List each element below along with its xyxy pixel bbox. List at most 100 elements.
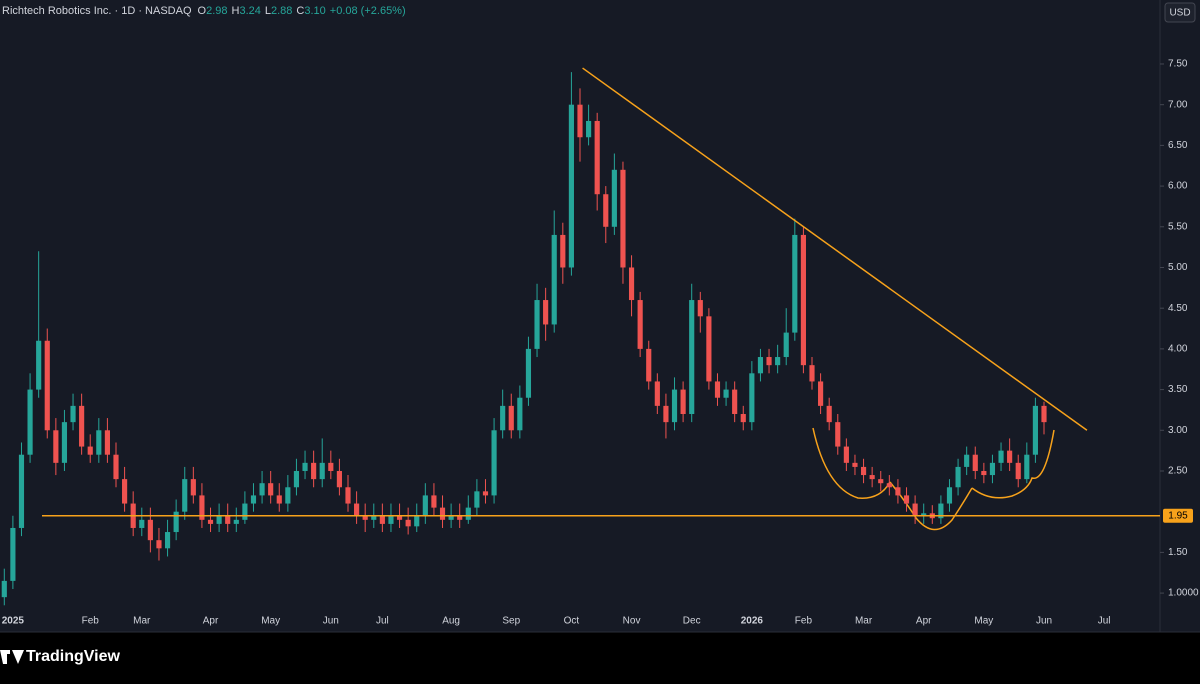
candle-body [921,513,927,516]
candle-body [190,479,196,496]
ohlc-value: L [265,5,271,17]
y-tick-label: 6.00 [1168,181,1188,192]
candle-body [173,511,179,533]
candle-body [465,507,471,520]
candle-body [543,300,549,325]
y-tick-label: 7.50 [1168,59,1188,70]
x-tick-label: Jul [1098,616,1111,627]
candle-body [53,430,59,463]
candle-body [1032,405,1038,455]
candle-body [594,120,600,195]
candle-body [972,454,978,471]
candle-body [414,515,420,527]
ohlc-value: O [198,5,207,17]
candle-body [860,466,867,476]
brand-logo: TradingView [0,648,121,665]
candle-body [1041,405,1047,423]
candle-body [225,515,231,524]
ohlc-value: +0.08 (+2.65%) [330,5,406,17]
candle-body [560,234,566,268]
candle-body [878,479,884,484]
y-tick-label: 1.0000 [1168,588,1199,599]
x-tick-label: Jun [323,616,339,627]
candle-body [491,430,497,496]
candle-body [139,519,145,528]
candle-body [663,405,669,423]
candle-body [319,462,325,480]
candle-body [551,234,557,325]
candle-body [18,454,25,528]
candle-body [792,234,798,333]
x-tick-label: Feb [795,616,813,627]
x-tick-label: 2025 [2,616,25,627]
candle-body [671,389,678,423]
candle-body [362,515,368,520]
trendline [582,67,1088,431]
y-tick-label: 6.50 [1168,140,1188,151]
candle-body [998,450,1004,463]
candle-body [302,462,308,471]
candle-body [242,503,248,520]
candle-body [938,503,944,519]
candle-body [156,540,162,549]
candle-body [1,580,7,598]
x-tick-label: Apr [916,616,932,627]
x-tick-label: Jul [376,616,389,627]
candle-body [775,357,781,366]
currency[interactable]: USD [1169,8,1190,19]
candle-body [422,495,428,516]
candle-body [646,348,652,382]
candle-body [482,491,489,496]
x-tick-label: Jun [1036,616,1052,627]
ohlc-value: 2.88 [271,5,292,17]
ohlc-value: 3.10 [304,5,325,17]
candle-body [147,519,153,541]
ohlc-value: C [296,5,304,17]
candle-body [199,495,205,520]
currency-button[interactable] [1164,2,1196,23]
candle-body [311,462,317,480]
candle-body [946,487,953,504]
candle-body [534,300,540,349]
candle-body [620,169,626,268]
candle-body [388,515,394,524]
candle-body [10,527,16,581]
candle-body [723,389,729,398]
candle-body [405,519,411,527]
candle-body [293,470,300,488]
y-tick-label: 1.50 [1168,547,1188,558]
candle-body [903,495,910,504]
ohlc-value: 2.98 [206,5,227,17]
level-label: 1.95 [1168,510,1188,521]
candle-body [457,515,463,520]
candle-body [1007,450,1013,463]
candle-body [525,348,532,398]
x-tick-label: Oct [564,616,580,627]
candle-body [757,357,764,374]
candle-body [749,373,755,423]
x-tick-label: Dec [683,616,701,627]
candle-body [328,462,334,471]
candle-body [628,267,635,301]
price-axis-background [1160,0,1200,632]
candle-body [869,475,875,480]
candle-body [740,414,746,423]
candle-body [113,454,119,480]
candle-body [104,430,110,455]
y-tick-label: 4.50 [1168,303,1188,314]
candle-body [706,316,712,382]
symbol: Richtech Robotics Inc. · 1D · NASDAQ [2,5,192,17]
y-tick-label: 4.00 [1168,344,1188,355]
candle-body [70,405,76,423]
candle-body [474,491,480,508]
candle-body [379,515,385,524]
candle-body [233,519,239,524]
candle-body [586,120,592,138]
ohlc-value: 3.24 [239,5,260,17]
candle-body [164,532,171,549]
candle-body [577,104,583,138]
candle-body [955,466,961,488]
candle-body [448,515,454,520]
candle-body [44,340,50,431]
